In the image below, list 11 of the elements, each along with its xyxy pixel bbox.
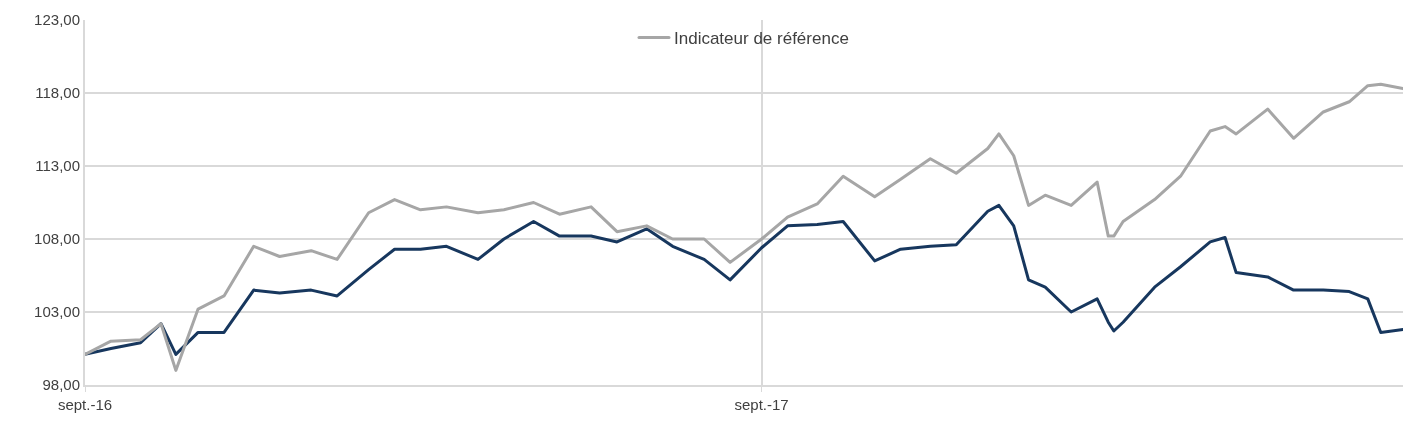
- y-tick-label: 123,00: [34, 11, 80, 29]
- y-tick-label: 118,00: [35, 84, 80, 102]
- x-tick-label: sept.-17: [734, 396, 789, 413]
- line-series: [85, 203, 1403, 356]
- y-tick-label: 113,00: [35, 157, 80, 175]
- line-series: [85, 82, 1403, 372]
- y-tick-label: 108,00: [34, 230, 80, 248]
- y-tick-label: 98,00: [42, 376, 80, 394]
- x-tick-label: sept.-16: [57, 396, 113, 413]
- y-tick-label: 103,00: [34, 303, 80, 321]
- legend-label: Indicateur de référence: [674, 29, 849, 49]
